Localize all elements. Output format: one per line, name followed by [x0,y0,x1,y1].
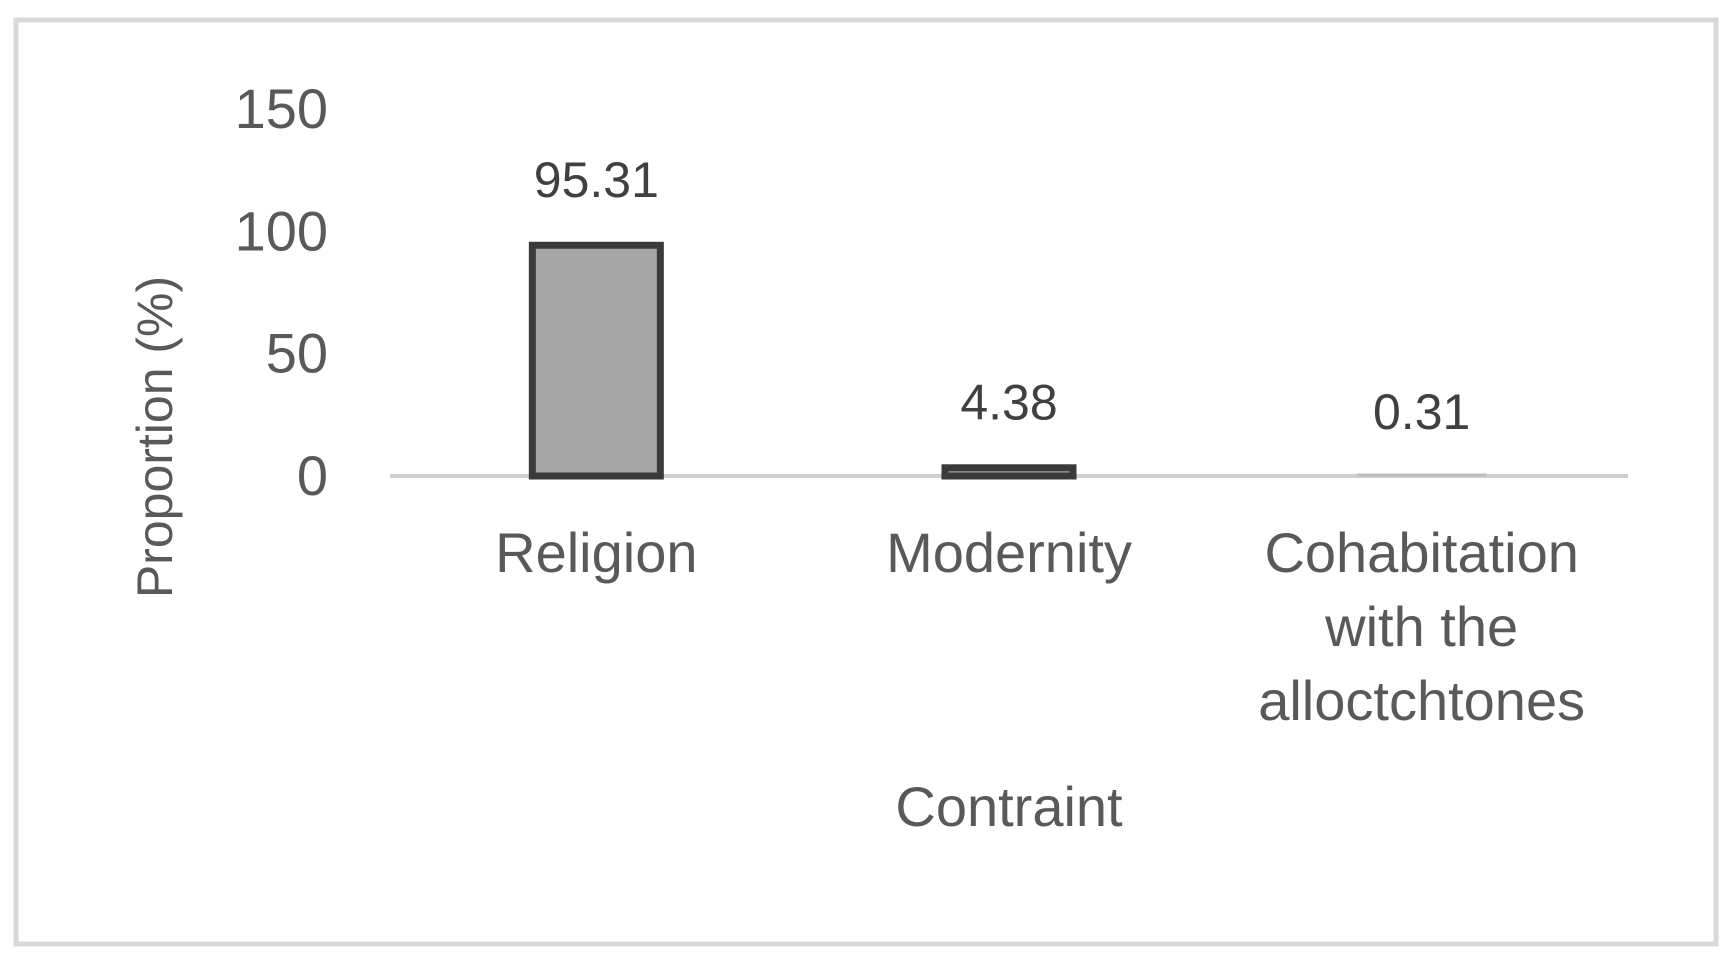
bar [1356,473,1487,477]
data-label: 95.31 [534,152,659,208]
bar [941,464,1077,480]
y-tick-label: 150 [235,77,328,140]
x-tick-label: Modernity [886,521,1132,584]
chart-border [13,17,1719,947]
x-tick-label: Religion [495,521,697,584]
data-label: 0.31 [1373,384,1470,440]
y-axis-title: Proportion (%) [127,276,183,598]
y-tick-label: 100 [235,199,328,262]
data-label: 4.38 [960,374,1057,430]
bar [528,241,664,480]
x-tick-label: Cohabitation with the alloctchtones [1258,521,1585,732]
y-tick-label: 0 [297,444,328,507]
x-axis-title: Contraint [895,775,1123,838]
y-tick-label: 50 [266,322,328,385]
